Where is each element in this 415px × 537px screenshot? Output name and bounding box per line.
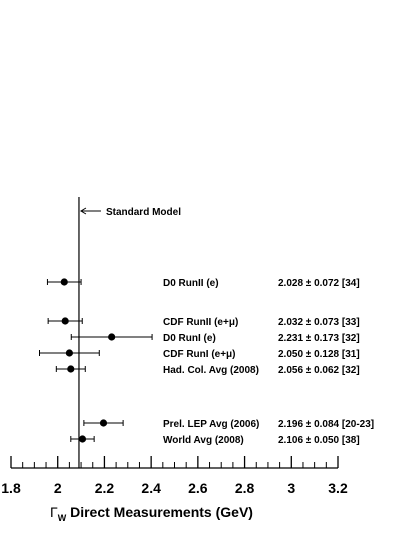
x-tick-label: 2 [54,480,62,496]
x-axis-subscript: W [58,513,67,523]
measurement-value: 2.028 ± 0.072 [34] [278,278,360,289]
measurement-value: 2.032 ± 0.073 [33] [278,317,360,328]
data-point [78,435,87,443]
data-point [67,365,75,373]
measurement-row: Prel. LEP Avg (2006) 2.196 ± 0.084 [20-23… [83,419,374,430]
measurement-label: World Avg (2008) [163,435,244,446]
measurement-label: CDF RunII (e+μ) [163,317,238,328]
measurement-row: World Avg (2008) 2.106 ± 0.050 [38] [70,435,360,446]
measurement-value: 2.106 ± 0.050 [38] [278,435,360,446]
x-axis-symbol: Γ [50,504,58,520]
measurement-value: 2.231 ± 0.173 [32] [278,333,360,344]
measurement-value: 2.196 ± 0.084 [20-23] [278,419,374,430]
x-axis-label: Direct Measurements (GeV) [66,504,253,520]
measurement-label: Had. Col. Avg (2008) [163,365,259,376]
data-point [99,419,108,427]
measurement-row: Had. Col. Avg (2008) 2.056 ± 0.062 [32] [55,365,360,376]
standard-model-arrowhead [79,207,87,215]
x-tick-label: 2.8 [235,480,255,496]
x-tick-label: 2.2 [95,480,115,496]
standard-model-reference: Standard Model [78,197,181,468]
x-axis-title: ΓW Direct Measurements (GeV) [50,504,253,523]
measurement-value: 2.056 ± 0.062 [32] [278,365,360,376]
measurement-row: D0 RunI (e) 2.231 ± 0.173 [32] [70,333,360,344]
data-point [60,278,68,286]
x-axis: 1.8 2 2.2 2.4 2.6 2.8 3 3.2 [1,456,348,496]
x-tick-label: 3 [287,480,295,496]
x-tick-label: 3.2 [328,480,348,496]
x-tick-label: 2.4 [141,480,161,496]
measurement-label: Prel. LEP Avg (2006) [163,419,259,430]
measurement-points: D0 RunII (e) 2.028 ± 0.072 [34] CDF RunII … [38,278,374,446]
measurement-row: CDF RunII (e+μ) 2.032 ± 0.073 [33] [47,317,360,328]
measurement-value: 2.050 ± 0.128 [31] [278,349,360,360]
data-point [61,317,69,325]
measurement-row: CDF RunI (e+μ) 2.050 ± 0.128 [31] [38,349,360,360]
x-tick-label: 1.8 [1,480,21,496]
data-point [65,349,73,357]
measurement-label: CDF RunI (e+μ) [163,349,236,360]
data-point [108,333,116,341]
measurement-row: D0 RunII (e) 2.028 ± 0.072 [34] [46,278,360,289]
measurement-label: D0 RunI (e) [163,333,216,344]
standard-model-label: Standard Model [106,207,181,218]
x-tick-label: 2.6 [188,480,208,496]
measurement-label: D0 RunII (e) [163,278,219,289]
